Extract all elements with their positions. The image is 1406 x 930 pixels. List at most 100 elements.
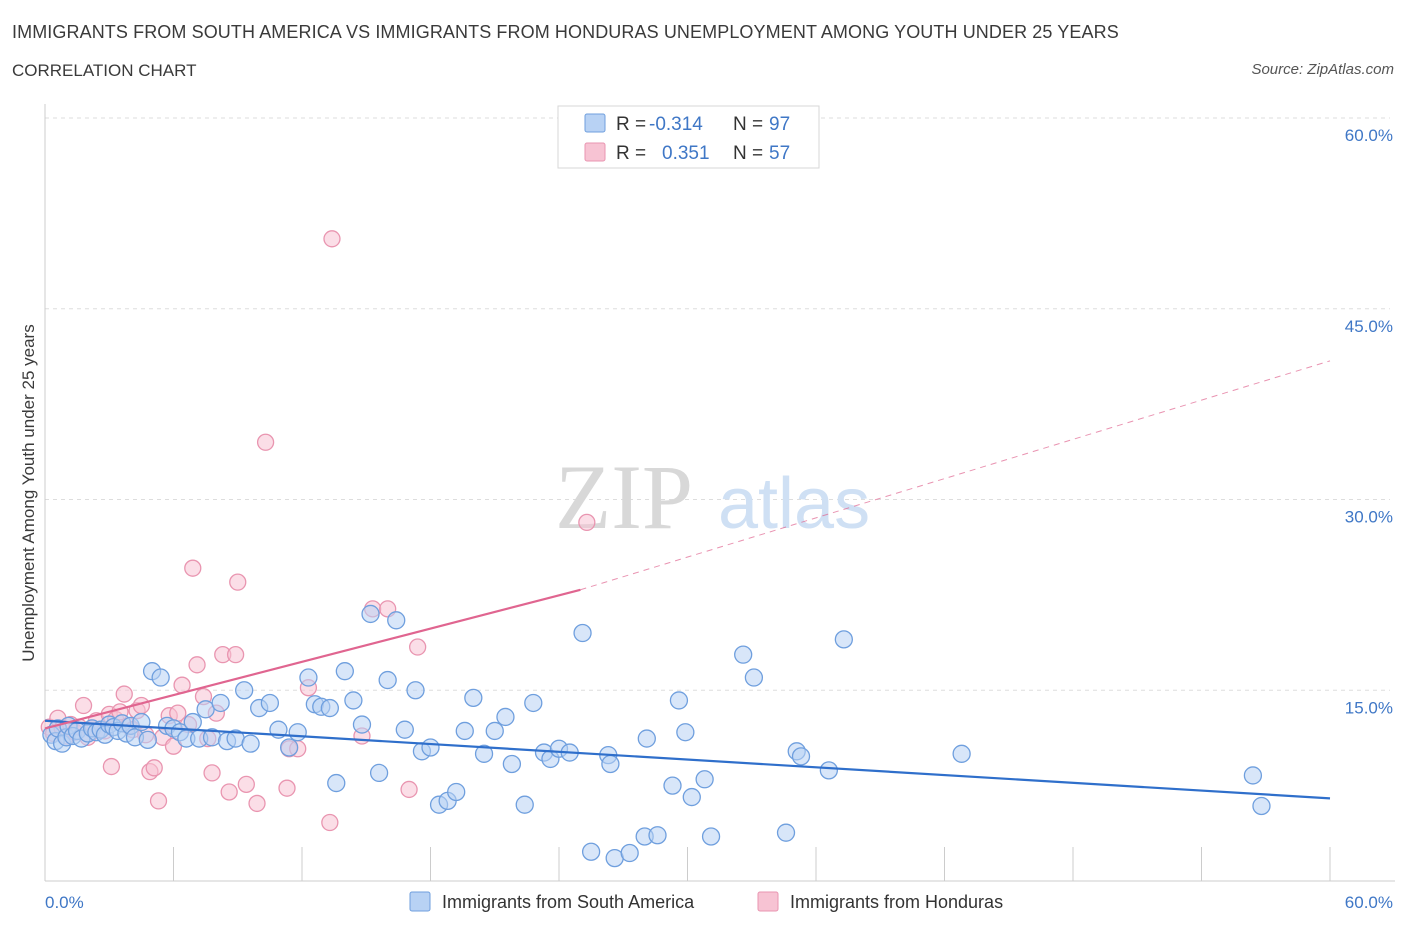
data-point-south-america bbox=[734, 645, 753, 664]
data-point-south-america bbox=[682, 787, 701, 807]
data-point-south-america bbox=[701, 827, 721, 846]
data-point-honduras bbox=[400, 780, 418, 799]
y-axis-label: Unemployment Among Youth under 25 years bbox=[19, 324, 38, 661]
data-point-south-america bbox=[352, 715, 372, 734]
data-point-honduras bbox=[220, 783, 238, 801]
data-point-honduras bbox=[578, 513, 596, 532]
data-point-honduras bbox=[321, 813, 339, 832]
tick-labels: 15.0% 30.0% 45.0% 60.0% 0.0% 60.0% bbox=[45, 126, 1393, 912]
data-point-south-america bbox=[648, 826, 667, 845]
stats-legend: R = -0.314 N = 97 R = 0.351 N = 57 bbox=[557, 105, 820, 169]
y-tick-label: 60.0% bbox=[1345, 126, 1393, 145]
chart-title: IMMIGRANTS FROM SOUTH AMERICA VS IMMIGRA… bbox=[12, 22, 1119, 42]
chart-subtitle: CORRELATION CHART bbox=[12, 61, 197, 80]
data-point-south-america bbox=[151, 668, 170, 687]
data-point-south-america bbox=[320, 698, 339, 718]
data-point-south-america bbox=[369, 763, 389, 783]
data-point-south-america bbox=[279, 738, 299, 757]
data-point-south-america bbox=[406, 681, 425, 700]
source-credit: Source: ZipAtlas.com bbox=[1251, 61, 1394, 78]
bottom-legend-swatch-honduras bbox=[757, 891, 779, 912]
data-point-south-america bbox=[502, 754, 522, 774]
bottom-legend-label: Immigrants from South America bbox=[442, 892, 695, 912]
legend-r-label: R = bbox=[616, 143, 646, 164]
data-point-honduras bbox=[188, 656, 206, 674]
data-point-south-america bbox=[138, 730, 157, 749]
data-point-south-america bbox=[573, 623, 592, 643]
data-point-south-america bbox=[344, 691, 363, 710]
data-point-south-america bbox=[637, 729, 656, 748]
data-point-honduras bbox=[145, 759, 163, 777]
data-point-south-america bbox=[496, 707, 515, 727]
bottom-legend-swatch-south-america bbox=[409, 891, 431, 912]
trend-lines bbox=[44, 360, 1331, 800]
data-point-south-america bbox=[361, 604, 380, 624]
data-point-honduras bbox=[102, 757, 121, 776]
data-point-south-america bbox=[601, 754, 620, 774]
trend-line-south-america bbox=[44, 719, 1331, 800]
data-point-south-america bbox=[447, 782, 466, 802]
x-tick-label: 60.0% bbox=[1345, 893, 1393, 912]
data-point-south-america bbox=[834, 630, 853, 649]
data-point-south-america bbox=[260, 693, 280, 713]
data-point-south-america bbox=[669, 691, 689, 710]
legend-r-label: R = bbox=[616, 114, 646, 135]
data-point-south-america bbox=[235, 681, 254, 700]
axes bbox=[44, 104, 1395, 882]
data-point-south-america bbox=[421, 738, 440, 757]
data-point-south-america bbox=[335, 662, 354, 681]
legend-r-value: -0.314 bbox=[649, 114, 703, 135]
data-point-south-america bbox=[485, 721, 504, 741]
data-point-south-america bbox=[515, 795, 534, 814]
x-tick-label: 0.0% bbox=[45, 893, 84, 912]
legend-n-label: N = bbox=[733, 114, 763, 135]
data-point-south-america bbox=[952, 744, 971, 763]
bottom-legend: Immigrants from South America Immigrants… bbox=[409, 891, 1003, 912]
legend-n-value: 97 bbox=[769, 114, 790, 135]
data-point-honduras bbox=[115, 685, 133, 703]
data-point-south-america bbox=[211, 693, 230, 713]
watermark-atlas: atlas bbox=[718, 464, 870, 544]
data-point-south-america bbox=[241, 734, 260, 753]
data-point-south-america bbox=[695, 770, 714, 789]
data-point-south-america bbox=[378, 670, 397, 690]
data-point-honduras bbox=[74, 696, 93, 715]
data-point-south-america bbox=[620, 843, 639, 863]
y-tick-label: 15.0% bbox=[1345, 698, 1393, 717]
legend-swatch-honduras bbox=[584, 142, 606, 162]
data-point-south-america bbox=[524, 693, 543, 713]
data-point-honduras bbox=[203, 764, 221, 782]
legend-n-value: 57 bbox=[769, 143, 790, 164]
data-point-south-america bbox=[791, 747, 811, 766]
data-point-south-america bbox=[474, 744, 494, 763]
data-point-south-america bbox=[744, 668, 764, 687]
data-point-south-america bbox=[819, 761, 838, 780]
data-point-honduras bbox=[149, 792, 168, 810]
y-tick-label: 45.0% bbox=[1345, 317, 1393, 336]
data-point-honduras bbox=[237, 775, 255, 794]
data-point-honduras bbox=[323, 230, 341, 248]
data-point-south-america bbox=[581, 842, 601, 861]
data-point-south-america bbox=[776, 823, 796, 842]
data-point-south-america bbox=[387, 611, 406, 630]
zipatlas-watermark: ZIP atlas bbox=[555, 446, 870, 548]
data-point-south-america bbox=[1243, 766, 1263, 785]
series-south-america-points bbox=[42, 604, 1271, 868]
data-point-south-america bbox=[663, 776, 682, 795]
data-point-south-america bbox=[183, 712, 202, 732]
watermark-zip: ZIP bbox=[555, 446, 693, 548]
data-point-honduras bbox=[278, 779, 296, 797]
data-point-south-america bbox=[299, 668, 318, 687]
bottom-legend-label: Immigrants from Honduras bbox=[790, 892, 1003, 912]
data-point-south-america bbox=[455, 721, 474, 741]
data-point-south-america bbox=[676, 723, 695, 742]
data-point-honduras bbox=[248, 794, 266, 813]
data-point-south-america bbox=[327, 773, 346, 793]
gridlines bbox=[45, 117, 1390, 691]
data-point-honduras bbox=[226, 645, 245, 664]
trend-line-honduras-projection bbox=[580, 360, 1331, 591]
data-point-south-america bbox=[395, 720, 414, 739]
data-point-honduras bbox=[408, 638, 427, 656]
data-point-honduras bbox=[229, 573, 247, 591]
